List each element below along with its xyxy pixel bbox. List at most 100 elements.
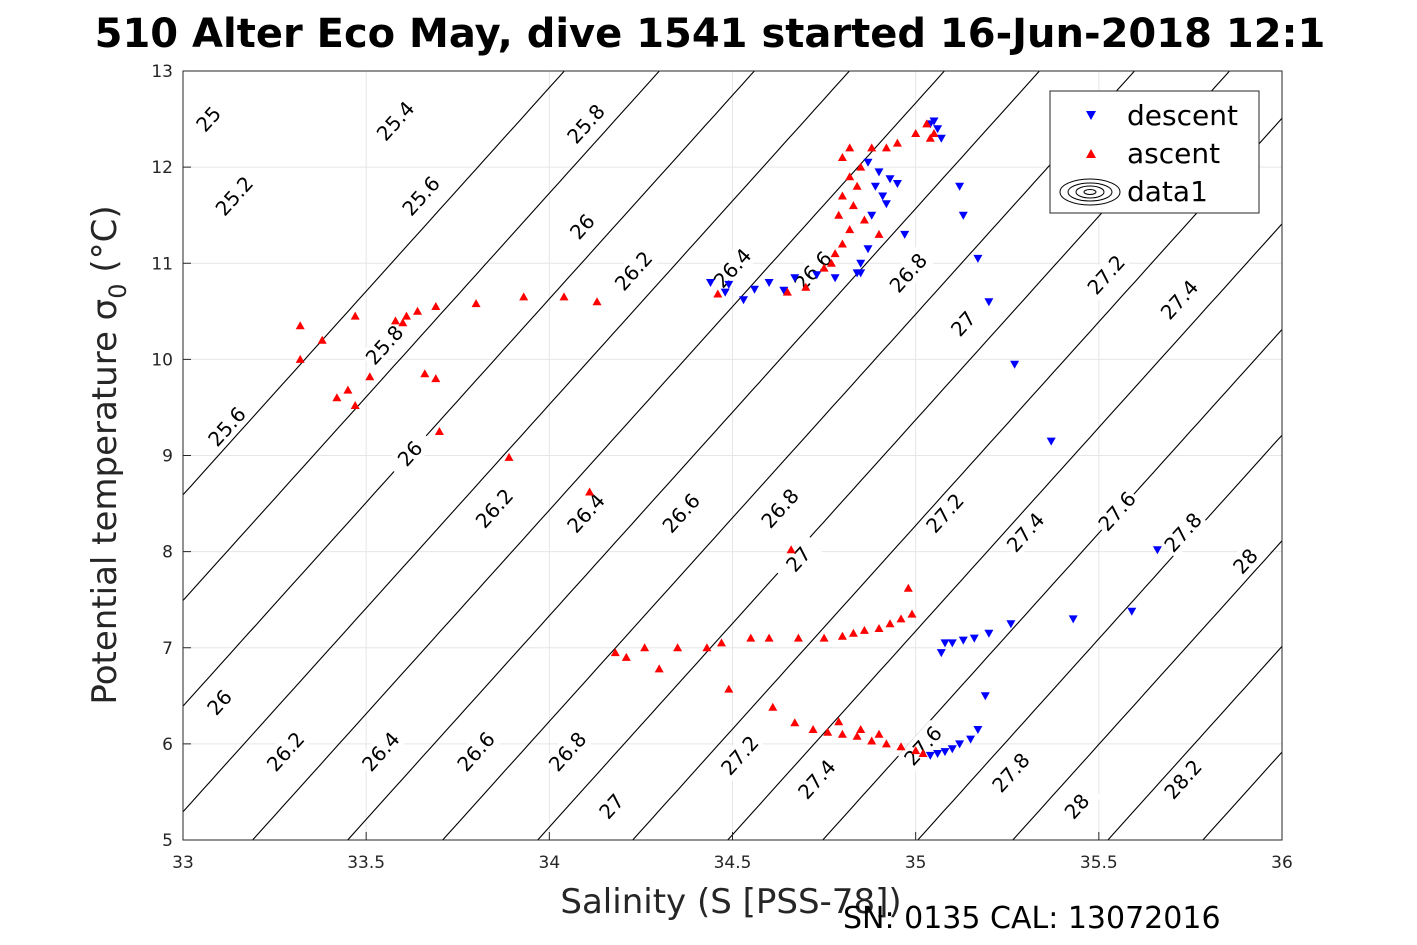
x-tick-label: 34 bbox=[539, 853, 561, 873]
ascent-point bbox=[391, 316, 400, 325]
descent-point bbox=[973, 254, 983, 263]
x-tick-label: 33 bbox=[172, 853, 194, 873]
contour-line bbox=[1107, 646, 1283, 841]
ascent-point bbox=[896, 614, 906, 623]
contour-label-group: 27 bbox=[586, 780, 637, 833]
contour-label-group: 25.8 bbox=[561, 98, 611, 150]
ascent-point bbox=[922, 119, 932, 128]
contour-label-bg bbox=[183, 93, 234, 145]
contour-label-group: 27 bbox=[773, 533, 824, 586]
ascent-point bbox=[402, 311, 411, 320]
ascent-point bbox=[867, 736, 877, 745]
ascent-point bbox=[852, 181, 862, 190]
contour-label-bg bbox=[1092, 485, 1143, 538]
ascent-point bbox=[856, 162, 866, 171]
descent-point bbox=[955, 182, 965, 191]
ascent-point bbox=[585, 487, 595, 496]
ascent-point bbox=[654, 664, 664, 673]
contour-label-bg bbox=[542, 725, 593, 778]
ascent-point bbox=[471, 299, 481, 308]
x-axis-ticks: 33 33.5 34 34.5 35 35.5 36 bbox=[172, 832, 1293, 873]
contour-line bbox=[182, 70, 565, 496]
contour-label-group: 27.4 bbox=[1000, 506, 1051, 559]
descent-point bbox=[863, 245, 873, 254]
x-tick-label: 34.5 bbox=[714, 853, 752, 873]
x-tick-label: 33.5 bbox=[347, 853, 385, 873]
legend-descent-marker bbox=[1086, 111, 1096, 120]
x-tick-label: 35.5 bbox=[1080, 853, 1118, 873]
contour-label-group: 26.2 bbox=[608, 245, 659, 297]
y-axis-label: Potential temperature σ0 (°C) bbox=[85, 205, 132, 704]
ascent-point bbox=[431, 302, 441, 310]
contour-label-group: 25 bbox=[183, 93, 234, 145]
ascent-point bbox=[610, 648, 620, 657]
y-tick-label: 10 bbox=[151, 350, 173, 370]
contour-label-group: 26.4 bbox=[355, 725, 406, 778]
ascent-point bbox=[859, 215, 869, 224]
legend-descent-label: descent bbox=[1127, 99, 1238, 132]
descent-point bbox=[936, 649, 946, 658]
contour-label-bg bbox=[194, 676, 245, 729]
ascent-point bbox=[365, 372, 375, 381]
ascent-point bbox=[808, 725, 818, 733]
ascent-point bbox=[929, 129, 939, 137]
contour-label-group: 25.8 bbox=[359, 319, 410, 371]
ascent-point bbox=[746, 633, 756, 642]
contour-line bbox=[917, 434, 1283, 841]
ascent-point bbox=[881, 143, 891, 152]
descent-point bbox=[739, 296, 748, 305]
contour-label-bg bbox=[938, 297, 989, 350]
contour-label-group: 27.6 bbox=[898, 719, 948, 772]
ascent-point bbox=[837, 191, 847, 200]
contour-label-group: 26 bbox=[194, 676, 245, 729]
contour-label-group: 26.8 bbox=[542, 725, 593, 778]
contour-label-group: 26.8 bbox=[883, 247, 934, 299]
ascent-point bbox=[673, 643, 683, 652]
ascent-point bbox=[826, 258, 836, 267]
contour-label-group: 25.4 bbox=[370, 95, 421, 147]
descent-point bbox=[958, 211, 968, 220]
contour-label-group: 26 bbox=[385, 427, 436, 480]
y-axis-label-unit: (°C) bbox=[85, 205, 125, 283]
descent-point bbox=[812, 271, 822, 280]
ascent-point bbox=[420, 369, 430, 378]
ascent-point bbox=[911, 746, 921, 755]
ascent-point bbox=[845, 143, 855, 152]
ascent-point bbox=[640, 643, 650, 652]
descent-point bbox=[940, 748, 950, 757]
contour-label-bg bbox=[788, 245, 839, 297]
descent-point bbox=[878, 192, 888, 201]
contour-label-group: 27.8 bbox=[985, 746, 1036, 799]
ascent-point bbox=[837, 631, 847, 640]
contour-label-bg bbox=[202, 400, 252, 453]
descent-point bbox=[925, 751, 935, 760]
contour-label-bg bbox=[469, 482, 520, 535]
ascent-point bbox=[848, 201, 858, 210]
contour-label-bg bbox=[791, 753, 842, 806]
contour-label-group: 25.6 bbox=[396, 170, 447, 222]
contour-label-bg bbox=[451, 725, 502, 778]
contour-label-group: 26.6 bbox=[451, 725, 502, 778]
contour-label-group: 26.6 bbox=[788, 245, 839, 297]
ascent-point bbox=[332, 393, 342, 402]
ascent-point bbox=[852, 731, 862, 740]
descent-point bbox=[764, 279, 774, 287]
y-tick-label: 5 bbox=[162, 831, 173, 851]
contour-label-bg bbox=[714, 729, 765, 782]
ascent-point bbox=[907, 609, 917, 618]
descent-point bbox=[706, 279, 715, 287]
contour-label-bg bbox=[359, 319, 410, 371]
ascent-point bbox=[837, 729, 847, 738]
descent-point bbox=[936, 134, 946, 143]
y-tick-label: 9 bbox=[162, 447, 173, 467]
descent-point bbox=[933, 750, 943, 758]
ascent-point bbox=[764, 633, 774, 642]
contour-label-bg bbox=[1220, 535, 1271, 588]
legend-data1-label: data1 bbox=[1127, 175, 1208, 208]
ascent-point bbox=[317, 335, 327, 344]
contour-label-group: 26.6 bbox=[656, 487, 707, 540]
ascent-point bbox=[434, 427, 444, 435]
data-points bbox=[295, 117, 1162, 760]
